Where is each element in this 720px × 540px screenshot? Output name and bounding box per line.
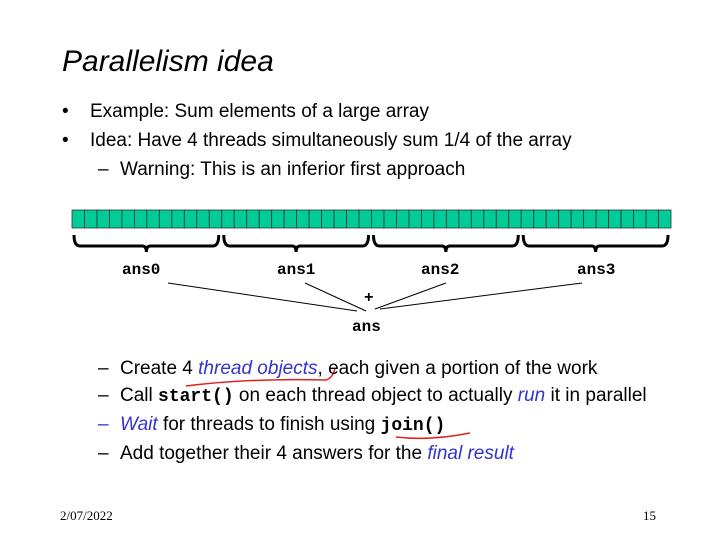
array-cell xyxy=(196,209,210,229)
connector-line xyxy=(379,282,583,310)
array-cell xyxy=(520,209,535,229)
handwritten-underline xyxy=(185,367,336,387)
array-cell xyxy=(483,209,497,229)
array-cell xyxy=(246,209,260,229)
array-cell xyxy=(121,209,135,229)
page-number: 15 xyxy=(643,508,656,523)
brace xyxy=(72,234,221,253)
array-cell xyxy=(333,209,347,229)
array-cell xyxy=(71,209,85,229)
array-cell xyxy=(658,209,672,229)
label-ans1: ans1 xyxy=(277,261,316,279)
step-text-part: Call xyxy=(120,385,159,406)
array-cell xyxy=(408,209,422,229)
step-text-part: , each given a portion of the work xyxy=(317,358,598,379)
brace xyxy=(222,234,370,253)
array-cell xyxy=(458,209,472,229)
sub-bullet-marker: – xyxy=(98,414,109,435)
array-cell xyxy=(433,209,447,229)
array-cell xyxy=(371,209,385,229)
array-cell xyxy=(358,209,372,229)
array-cell xyxy=(133,209,148,229)
array-cell xyxy=(508,209,522,229)
emphasis-text: final result xyxy=(427,443,514,464)
label-ans3: ans3 xyxy=(577,261,616,279)
label-ans0: ans0 xyxy=(122,261,161,279)
array-cell xyxy=(383,209,397,229)
array-cell xyxy=(620,209,634,229)
array-cell xyxy=(421,209,435,229)
array-cell xyxy=(258,209,273,229)
step-text-part: it in parallel xyxy=(545,385,647,406)
array-cell xyxy=(109,209,123,229)
connector-line xyxy=(374,282,447,310)
array-cell xyxy=(645,209,659,229)
array-cell xyxy=(346,209,360,229)
step-text-part: Add together their 4 answers for the xyxy=(120,443,428,464)
array-cell xyxy=(271,209,285,229)
handwritten-underline xyxy=(395,432,471,440)
array-cell xyxy=(445,209,460,229)
array-cell xyxy=(583,209,597,229)
label-ans2: ans2 xyxy=(421,261,460,279)
footer-date: 2/07/2022 xyxy=(60,508,113,523)
array-cell xyxy=(533,209,547,229)
step-text-part: for threads to finish using xyxy=(157,414,381,435)
connector-line xyxy=(304,282,367,312)
step-text: Create 4 thread objects, each given a po… xyxy=(120,358,597,380)
array-cell xyxy=(233,209,248,229)
array-cell xyxy=(296,209,310,229)
bullet-marker: • xyxy=(62,101,69,122)
array-cell xyxy=(633,209,647,229)
array-cell xyxy=(396,209,410,229)
array-cell xyxy=(146,209,160,229)
brace xyxy=(372,234,520,253)
array-cell xyxy=(183,209,198,229)
array-cell xyxy=(158,209,173,229)
sub-bullet-marker: – xyxy=(98,358,109,379)
step-text: Wait for threads to finish using join() xyxy=(120,414,445,436)
array-cell xyxy=(608,209,622,229)
array-cell xyxy=(495,209,510,229)
sub-bullet-marker: – xyxy=(98,159,109,180)
emphasis-text: Wait xyxy=(120,414,158,435)
array-cell xyxy=(221,209,235,229)
step-text: Add together their 4 answers for the fin… xyxy=(120,443,514,465)
code-text: start() xyxy=(158,387,234,407)
label-ans: ans xyxy=(352,318,381,336)
step-text-part: on each thread object to actually xyxy=(233,385,518,406)
array-cell xyxy=(84,209,98,229)
array-cell xyxy=(570,209,585,229)
connector-line xyxy=(167,282,358,312)
array-cell xyxy=(208,209,223,229)
array-cell xyxy=(470,209,485,229)
array-cell xyxy=(321,209,335,229)
array-cell xyxy=(283,209,298,229)
warning-text: Warning: This is an inferior first appro… xyxy=(120,159,466,180)
array-cell xyxy=(96,209,110,229)
sub-bullet-marker: – xyxy=(98,443,109,464)
emphasis-text: thread objects xyxy=(198,358,318,379)
array-cell xyxy=(171,209,185,229)
array-cell xyxy=(595,209,610,229)
code-text: join() xyxy=(380,416,446,436)
sub-bullet-marker: – xyxy=(98,385,109,406)
bullet-text: Idea: Have 4 threads simultaneously sum … xyxy=(90,130,572,151)
bullet-text: Example: Sum elements of a large array xyxy=(90,101,429,122)
step-text: Call start() on each thread object to ac… xyxy=(120,385,647,407)
bullet-marker: • xyxy=(62,130,69,151)
slide-title: Parallelism idea xyxy=(62,45,274,78)
array-cell xyxy=(308,209,322,229)
array-cell xyxy=(545,209,560,229)
emphasis-text: run xyxy=(517,385,546,406)
array-cell xyxy=(558,209,572,229)
brace xyxy=(521,234,670,253)
plus-operator: + xyxy=(364,289,374,307)
step-text-part: Create 4 xyxy=(120,358,199,379)
